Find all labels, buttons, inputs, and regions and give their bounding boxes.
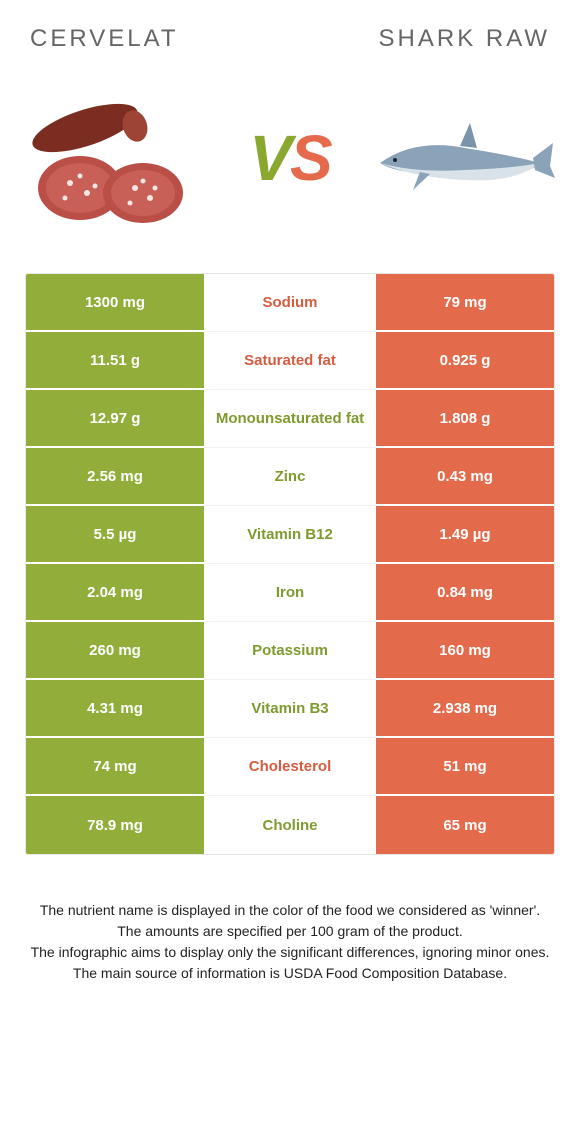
hero-row: VS <box>25 73 555 243</box>
left-value: 260 mg <box>26 622 204 680</box>
table-row: 78.9 mgCholine65 mg <box>26 796 554 854</box>
left-value: 2.56 mg <box>26 448 204 506</box>
left-value: 12.97 g <box>26 390 204 448</box>
nutrient-label: Choline <box>204 796 376 854</box>
cervelat-image <box>25 78 215 238</box>
titles-row: CERVELAT SHARK RAW <box>30 25 550 53</box>
table-row: 4.31 mgVitamin B32.938 mg <box>26 680 554 738</box>
nutrient-label: Cholesterol <box>204 738 376 796</box>
right-value: 0.925 g <box>376 332 554 390</box>
table-row: 74 mgCholesterol51 mg <box>26 738 554 796</box>
right-value: 1.49 µg <box>376 506 554 564</box>
shark-image <box>365 78 555 238</box>
table-row: 5.5 µgVitamin B121.49 µg <box>26 506 554 564</box>
right-value: 2.938 mg <box>376 680 554 738</box>
right-title: SHARK RAW <box>379 25 550 53</box>
nutrient-label: Vitamin B3 <box>204 680 376 738</box>
nutrient-label: Saturated fat <box>204 332 376 390</box>
left-value: 1300 mg <box>26 274 204 332</box>
left-value: 74 mg <box>26 738 204 796</box>
table-row: 1300 mgSodium79 mg <box>26 274 554 332</box>
nutrient-label: Sodium <box>204 274 376 332</box>
footer-notes: The nutrient name is displayed in the co… <box>25 900 555 984</box>
right-value: 79 mg <box>376 274 554 332</box>
right-value: 65 mg <box>376 796 554 854</box>
footer-line-3: The infographic aims to display only the… <box>30 942 550 963</box>
right-value: 160 mg <box>376 622 554 680</box>
footer-line-1: The nutrient name is displayed in the co… <box>30 900 550 921</box>
nutrient-label: Zinc <box>204 448 376 506</box>
left-value: 11.51 g <box>26 332 204 390</box>
vs-v-letter: V <box>249 122 290 194</box>
nutrient-label: Monounsaturated fat <box>204 390 376 448</box>
left-value: 78.9 mg <box>26 796 204 854</box>
table-row: 12.97 gMonounsaturated fat1.808 g <box>26 390 554 448</box>
right-value: 0.43 mg <box>376 448 554 506</box>
left-value: 5.5 µg <box>26 506 204 564</box>
right-value: 51 mg <box>376 738 554 796</box>
comparison-table: 1300 mgSodium79 mg11.51 gSaturated fat0.… <box>25 273 555 855</box>
right-value: 1.808 g <box>376 390 554 448</box>
vs-badge: VS <box>249 121 330 195</box>
table-row: 2.04 mgIron0.84 mg <box>26 564 554 622</box>
right-value: 0.84 mg <box>376 564 554 622</box>
nutrient-label: Iron <box>204 564 376 622</box>
left-value: 4.31 mg <box>26 680 204 738</box>
footer-line-2: The amounts are specified per 100 gram o… <box>30 921 550 942</box>
table-row: 11.51 gSaturated fat0.925 g <box>26 332 554 390</box>
footer-line-4: The main source of information is USDA F… <box>30 963 550 984</box>
vs-s-letter: S <box>290 122 331 194</box>
table-row: 2.56 mgZinc0.43 mg <box>26 448 554 506</box>
table-row: 260 mgPotassium160 mg <box>26 622 554 680</box>
left-value: 2.04 mg <box>26 564 204 622</box>
nutrient-label: Potassium <box>204 622 376 680</box>
nutrient-label: Vitamin B12 <box>204 506 376 564</box>
left-title: CERVELAT <box>30 25 179 53</box>
